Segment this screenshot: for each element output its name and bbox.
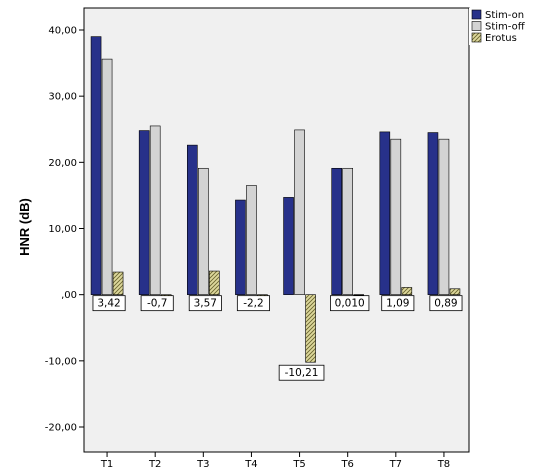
y-tick-label: -20,00 [45,423,77,434]
bar-stim-off [294,129,305,295]
x-tick-label: T7 [389,459,402,470]
data-label-box [140,295,174,312]
data-label-text: 1,09 [386,298,409,310]
y-tick-label: 10,00 [48,224,77,235]
legend-swatch [471,9,482,20]
legend-swatch [471,21,482,31]
data-label: -2,2 [236,295,270,312]
bar-erotus [401,287,413,295]
bar-stim-on [283,197,294,295]
x-tick-label: T1 [100,459,113,470]
bar-stim-off [149,125,161,295]
data-label: 1,09 [381,295,415,312]
y-axis-title: HNR (dB) [17,198,32,256]
legend-label: Erotus [485,33,517,44]
bar-erotus [112,271,124,295]
y-tick-label: -10,00 [45,356,77,367]
data-label: 0,89 [429,295,463,312]
bar-stim-off [342,167,353,295]
data-label: 3,42 [92,295,126,312]
x-tick-label: T4 [244,459,257,470]
legend-label: Stim-off [485,22,526,33]
bar-erotus [353,294,364,296]
y-tick-label: 20,00 [48,158,77,169]
data-label-text: 3,42 [97,298,120,310]
y-tick-label: 40,00 [48,26,77,37]
bar-stim-off [246,185,257,295]
data-label-box [188,295,222,312]
data-label-box [381,295,415,312]
bar-stim-off [390,138,402,295]
legend-swatch [471,32,482,43]
data-label: -0,7 [140,295,174,312]
bar-erotus [449,288,461,295]
x-tick-label: T6 [340,459,353,470]
data-label: 0,010 [330,295,370,312]
bars [90,36,461,363]
data-label-text: 3,57 [194,298,217,310]
x-tick-label: T3 [196,459,209,470]
data-label-box [236,295,270,312]
data-label-text: -2,2 [243,298,264,310]
data-label-box [278,364,325,381]
data-labels: 3,42 -0,7 3,57 -2,2 -10,21 0,010 1,09 0,89 [92,295,463,381]
x-axis: T1 T2 T3 T4 T5 T6 T7 T8 [100,452,450,470]
data-label-box [429,295,463,312]
x-tick-label: T2 [148,459,161,470]
data-label-box [330,295,370,312]
bar-erotus [209,270,220,295]
y-axis: -20,00 -10,00 ,00 10,00 20,00 30,00 40,00 [45,26,84,434]
bar-erotus [305,294,316,363]
bar-stim-on [90,36,102,295]
x-tick-label: T8 [437,459,450,470]
bar-stim-on [235,199,246,295]
data-label-text: 0,89 [434,298,457,310]
bar-stim-on [427,132,439,295]
data-label-text: -0,7 [147,298,168,310]
data-label-text: -10,21 [285,367,319,379]
data-label: 3,57 [188,295,222,312]
bar-stim-off [101,58,113,295]
bar-stim-on [379,131,391,295]
x-tick-label: T5 [292,459,305,470]
bar-stim-on [138,130,150,295]
bar-stim-off [438,138,450,295]
bar-stim-on [187,144,198,295]
y-tick-label: ,00 [61,290,77,301]
data-label: -10,21 [278,364,325,381]
legend-label: Stim-on [485,10,524,21]
y-tick-label: 30,00 [48,92,77,103]
bar-stim-on [331,167,342,295]
data-label-box [92,295,126,312]
data-label-text: 0,010 [335,298,365,310]
bar-stim-off [198,167,209,295]
